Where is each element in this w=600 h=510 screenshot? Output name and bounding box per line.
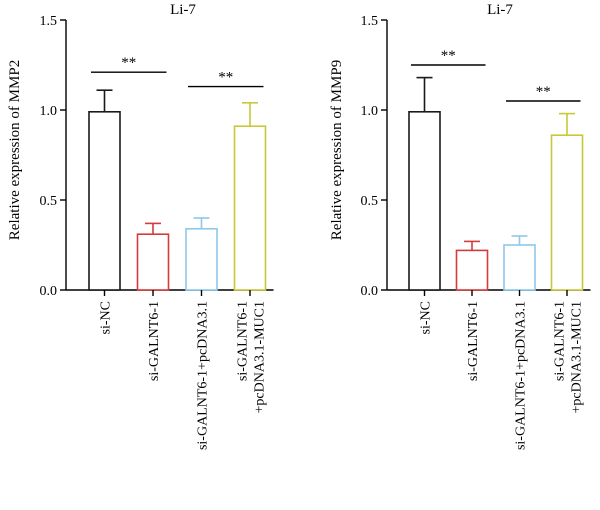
chart-mmp2: Li-7 Relative expression of MMP2 0.0 0.5 1… [7, 2, 274, 450]
significance-label: ** [536, 84, 551, 100]
bar [550, 134, 584, 291]
significance-label: ** [121, 55, 136, 71]
x-tick-label-line: si-GALNT6-1+pcDNA3.1 [514, 301, 529, 450]
bar [503, 244, 536, 291]
x-tick-label: si-GALNT6-1 [466, 301, 481, 381]
chart-title: Li-7 [170, 2, 196, 18]
error-bar [96, 89, 113, 112]
x-tick-label: si-GALNT6-1+pcDNA3.1 [196, 301, 211, 450]
significance-label: ** [218, 70, 233, 86]
y-tick-label: 1.5 [361, 14, 379, 29]
error-bar [193, 217, 210, 229]
x-tick-label: si-GALNT6-1 +pcDNA3.1-MUC1 [553, 301, 585, 414]
x-tick-label-line: si-NC [99, 301, 114, 334]
y-tick-label: 1.5 [40, 14, 58, 29]
x-tick-label-line: si-GALNT6-1+pcDNA3.1 [196, 301, 211, 450]
y-tick-label: 1.0 [40, 104, 58, 119]
x-tick-label: si-GALNT6-1 [147, 301, 162, 381]
bar [233, 125, 267, 291]
bar [408, 111, 441, 291]
error-bar [464, 240, 480, 251]
x-tick-label-line: +pcDNA3.1-MUC1 [570, 301, 585, 414]
bar [88, 111, 121, 291]
significance-label: ** [441, 48, 456, 64]
y-tick-label: 0.0 [40, 284, 58, 299]
chart-title: Li-7 [487, 2, 513, 18]
x-tick-label-line: si-GALNT6-1 [466, 301, 481, 381]
y-tick-label: 0.0 [361, 284, 379, 299]
x-tick-label: si-GALNT6-1 +pcDNA3.1-MUC1 [236, 301, 268, 414]
x-tick-label: si-GALNT6-1+pcDNA3.1 [514, 301, 529, 450]
x-tick-label-line: si-GALNT6-1 [553, 301, 568, 381]
y-axis-label: Relative expression of MMP9 [329, 60, 345, 240]
error-bar [559, 112, 575, 136]
y-tick-label: 1.0 [361, 104, 379, 119]
x-tick-label: si-NC [99, 301, 114, 334]
x-tick-label-line: si-NC [419, 301, 434, 334]
y-tick-label: 0.5 [361, 194, 379, 209]
y-tick-label: 0.5 [40, 194, 58, 209]
error-bar [242, 102, 258, 127]
chart-mmp9: Li-7 Relative expression of MMP9 0.0 0.5 1… [329, 2, 591, 450]
x-tick-label-line: si-GALNT6-1 [236, 301, 251, 381]
error-bar [511, 235, 528, 245]
x-tick-label-line: +pcDNA3.1-MUC1 [253, 301, 268, 414]
x-tick-label: si-NC [419, 301, 434, 334]
error-bar [416, 76, 433, 112]
bar [185, 228, 218, 291]
bar [136, 233, 170, 291]
x-tick-label-line: si-GALNT6-1 [147, 301, 162, 381]
bar [455, 249, 489, 291]
error-bar [145, 222, 161, 235]
y-axis-label: Relative expression of MMP2 [7, 60, 23, 240]
